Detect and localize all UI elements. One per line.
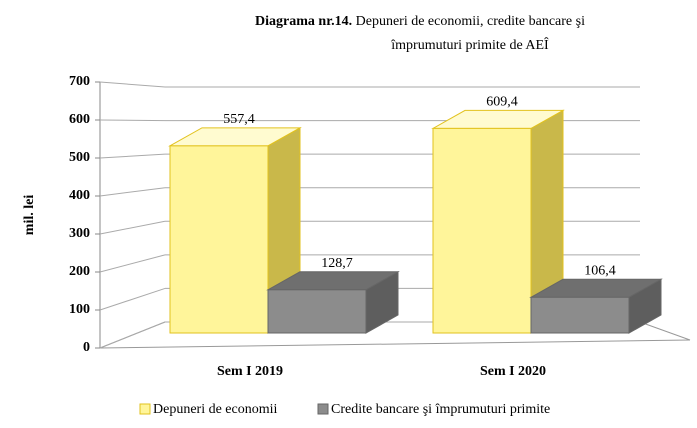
title-line: Depuneri de economii, credite bancare şi bbox=[356, 14, 585, 29]
data-label: 557,4 bbox=[223, 112, 255, 127]
y-tick-label: 300 bbox=[69, 226, 90, 241]
legend-label: Depuneri de economii bbox=[153, 402, 278, 417]
grid-line bbox=[99, 81, 166, 88]
y-tick-label: 500 bbox=[69, 150, 90, 165]
grid-line bbox=[99, 153, 166, 159]
title-label: Diagrama nr.14. bbox=[255, 14, 352, 29]
bar bbox=[530, 296, 630, 334]
grid-line bbox=[99, 220, 166, 235]
legend-swatch bbox=[139, 403, 151, 415]
y-tick-label: 400 bbox=[69, 188, 90, 203]
data-label: 128,7 bbox=[321, 256, 353, 271]
grid-line bbox=[99, 321, 166, 349]
legend-swatch bbox=[317, 403, 329, 415]
chart-title-line: împrumuturi primite de AEÎ bbox=[390, 36, 549, 53]
y-tick-label: 0 bbox=[83, 340, 90, 355]
bar bbox=[169, 145, 269, 334]
chart-title: Diagrama nr.14. Depuneri de economii, cr… bbox=[255, 14, 585, 29]
x-tick-label: Sem I 2019 bbox=[217, 364, 283, 379]
legend-label: Credite bancare şi împrumuturi primite bbox=[331, 402, 550, 417]
grid-line bbox=[99, 254, 166, 273]
grid-line bbox=[99, 119, 166, 122]
floor-edge bbox=[99, 339, 691, 349]
floor-edge bbox=[639, 321, 691, 341]
x-tick-label: Sem I 2020 bbox=[480, 364, 546, 379]
data-label: 106,4 bbox=[584, 263, 616, 278]
grid-line bbox=[99, 287, 166, 311]
y-tick-label: 700 bbox=[69, 74, 90, 89]
y-axis-label: mil. lei bbox=[22, 195, 37, 236]
bar bbox=[267, 289, 367, 334]
data-label: 609,4 bbox=[486, 95, 518, 110]
bar bbox=[432, 127, 532, 334]
y-tick-label: 100 bbox=[69, 302, 90, 317]
y-tick-label: 600 bbox=[69, 112, 90, 127]
grid-line bbox=[99, 187, 166, 197]
y-tick-label: 200 bbox=[69, 264, 90, 279]
